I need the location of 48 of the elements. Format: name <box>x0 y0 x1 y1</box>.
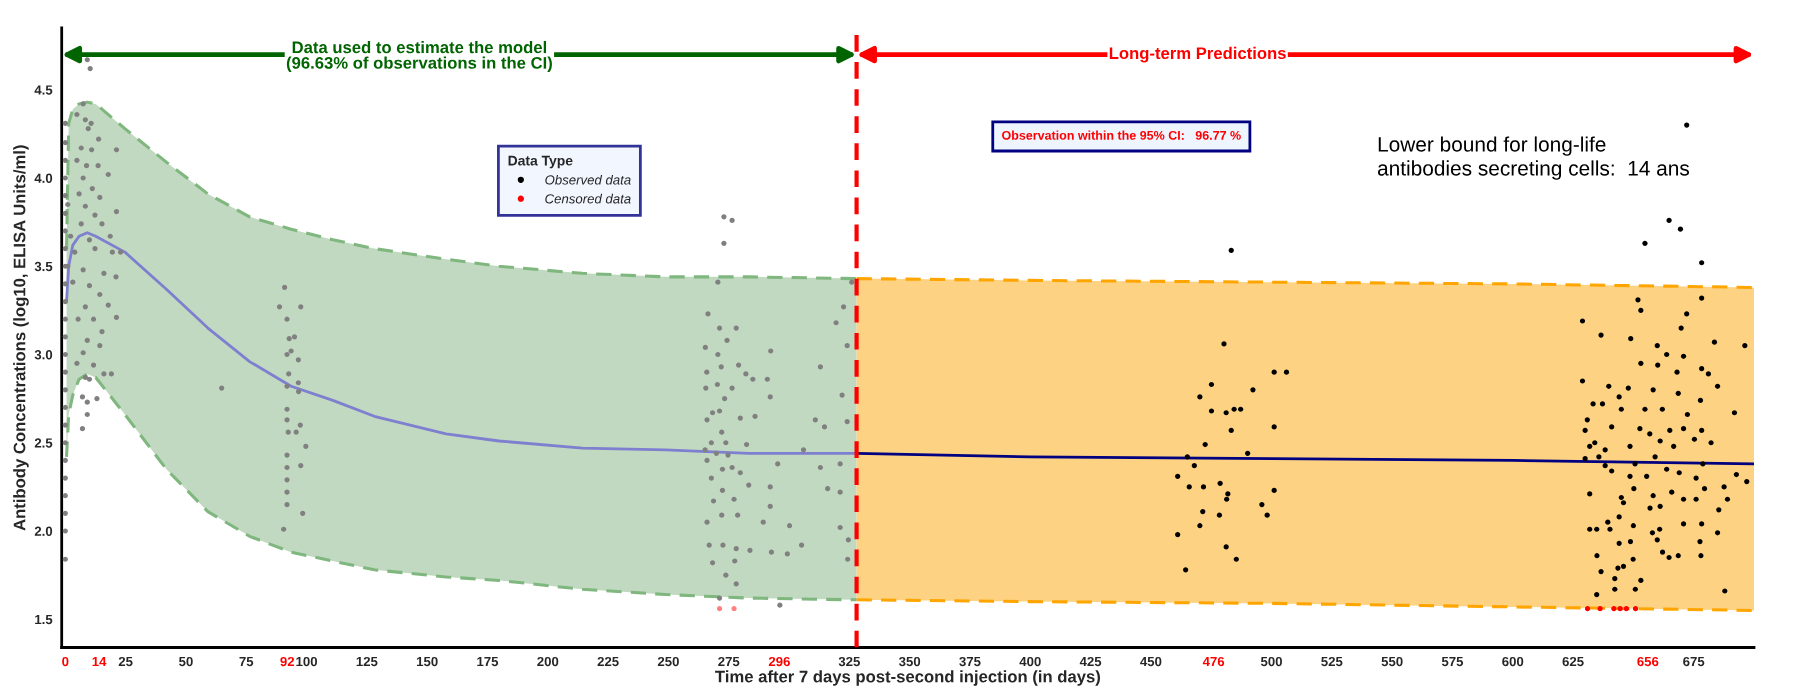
x-tick-label: 656 <box>1637 656 1659 667</box>
annotation: Lower bound for long-life antibodies secreting cells: 14 ans <box>1377 136 1690 180</box>
x-tick-label: 450 <box>1140 656 1162 667</box>
x-tick-label: 550 <box>1381 656 1403 667</box>
y-axis-title: Antibody Concentrations (log10, ELISA Units/ml) <box>13 145 29 531</box>
legend-label: Observed data <box>545 174 631 185</box>
x-tick-label: 150 <box>417 656 438 667</box>
x-tick-label: 575 <box>1441 657 1464 667</box>
y-tick-label: 1.5 <box>35 614 53 625</box>
x-tick-label: 50 <box>179 656 193 667</box>
x-tick-label: 25 <box>118 656 133 667</box>
x-tick-label: 92 <box>280 656 295 667</box>
x-tick-label: 600 <box>1502 656 1524 667</box>
y-tick-label: 2.0 <box>34 526 53 536</box>
y-tick-label: 4.5 <box>34 85 53 95</box>
x-tick-label: 476 <box>1202 656 1225 667</box>
x-tick-label: 250 <box>657 656 679 667</box>
x-tick-label: 100 <box>296 656 318 667</box>
x-tick-label: 525 <box>1321 656 1343 667</box>
x-tick-label: 75 <box>239 657 254 667</box>
x-tick-label: 125 <box>356 656 378 667</box>
x-tick-label: 296 <box>768 656 790 667</box>
legend-label: Censored data <box>545 193 631 204</box>
x-tick-label: 325 <box>838 656 860 667</box>
x-tick-label: 675 <box>1683 656 1705 667</box>
line-series <box>64 372 859 602</box>
x-tick-label: 350 <box>898 656 921 667</box>
x-tick-label: 375 <box>959 656 981 667</box>
x-tick-label: 14 <box>92 657 107 667</box>
x-tick-label: 500 <box>1260 656 1282 667</box>
x-tick-label: 275 <box>718 656 740 667</box>
x-tick-label: 225 <box>597 656 619 667</box>
annotation: Observation within the 95% CI: 96.77 % <box>1002 130 1241 140</box>
annotation: Long-term Predictions <box>1109 46 1286 63</box>
y-tick-label: 3.0 <box>34 350 53 360</box>
x-tick-label: 0 <box>62 656 69 667</box>
line-series <box>855 598 1755 612</box>
x-tick-label: 400 <box>1019 656 1041 667</box>
y-tick-label: 2.5 <box>34 438 53 448</box>
x-tick-label: 625 <box>1562 656 1584 667</box>
y-tick-label: 3.5 <box>34 261 53 272</box>
x-tick-label: 175 <box>477 657 499 667</box>
x-tick-label: 200 <box>537 656 559 667</box>
y-tick-label: 4.0 <box>34 173 53 183</box>
x-tick-label: 425 <box>1079 656 1102 667</box>
x-axis-title: Time after 7 days post-second injection (in days) <box>715 670 1100 686</box>
annotation: Data used to estimate the model (96.63% of observations in the CI) <box>286 41 552 73</box>
legend-title: Data Type <box>508 155 573 169</box>
